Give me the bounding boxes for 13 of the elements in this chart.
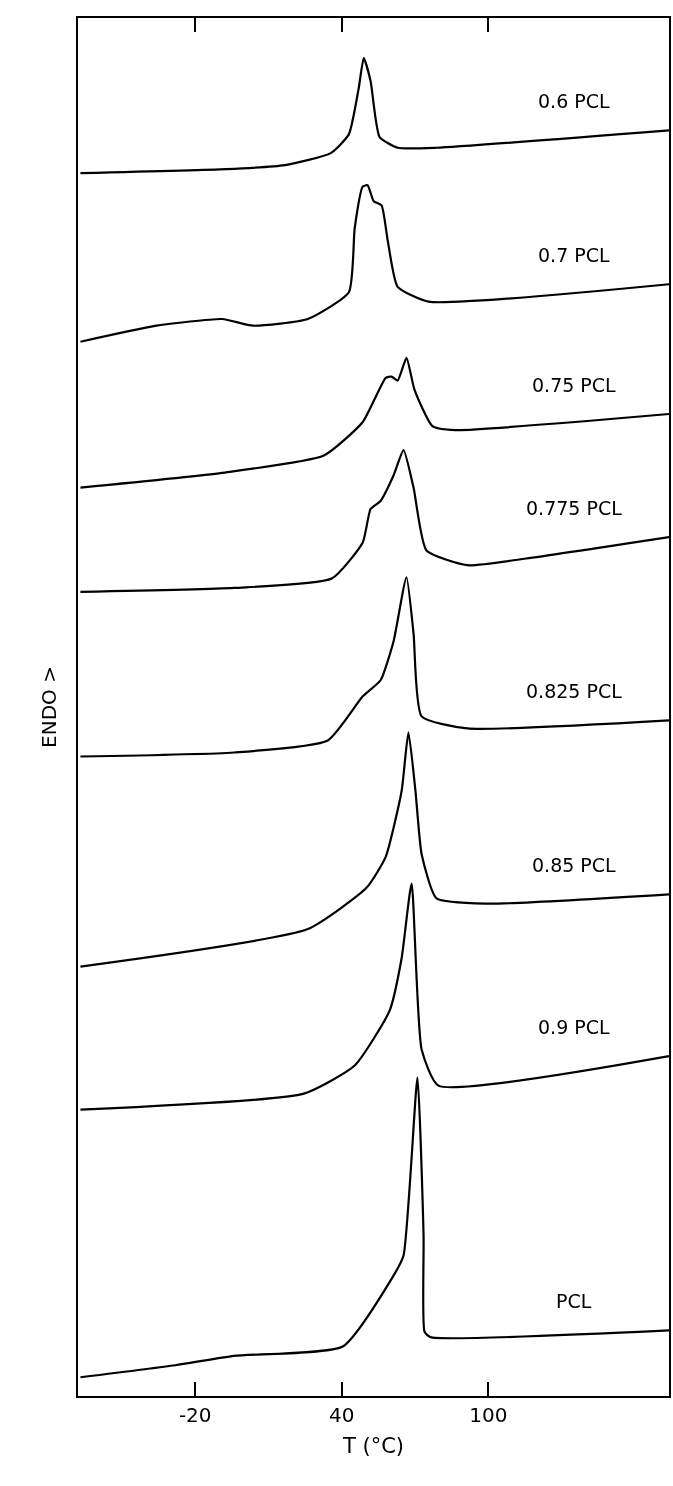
series-label: 0.825 PCL [526,680,623,702]
x-tick-label: -20 [178,1403,212,1427]
series-label: 0.75 PCL [532,374,617,396]
series-label: PCL [556,1290,592,1312]
x-axis-title: T (°C) [341,1433,405,1458]
series-label: 0.85 PCL [532,854,617,876]
y-axis-title: ENDO > [37,666,61,748]
series-label: 0.775 PCL [526,497,623,519]
series-label: 0.7 PCL [538,244,610,266]
x-tick-label: 100 [469,1403,508,1427]
x-tick-label: 40 [329,1403,355,1427]
series-label: 0.6 PCL [538,90,610,112]
series-label: 0.9 PCL [538,1016,610,1038]
